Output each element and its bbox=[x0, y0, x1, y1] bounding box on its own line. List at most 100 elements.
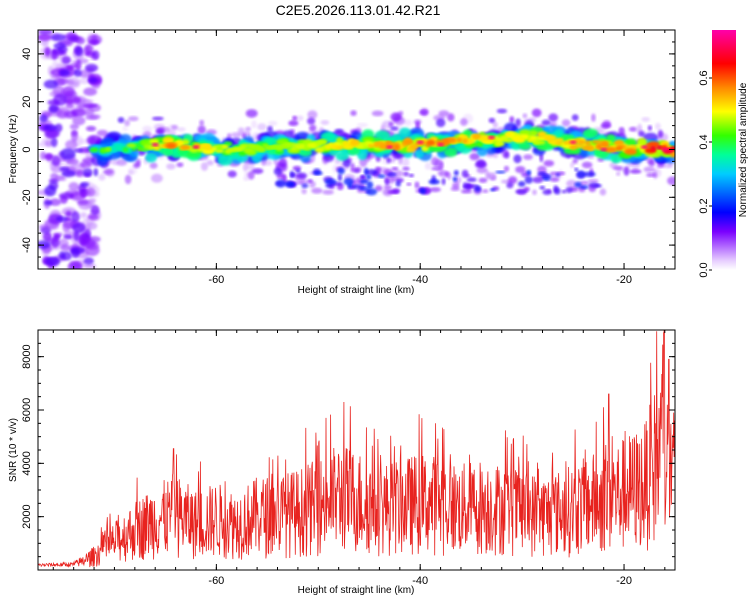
spectrogram-cell bbox=[75, 170, 84, 177]
spectrogram-cell bbox=[330, 144, 337, 150]
spectrogram-cell bbox=[54, 123, 63, 133]
x-tick-label: -60 bbox=[208, 575, 224, 587]
colorbar-tick-label: 0.4 bbox=[698, 134, 710, 149]
spectrogram-cell bbox=[365, 188, 378, 196]
spectrogram-cell bbox=[202, 147, 215, 155]
spectrogram-cell bbox=[322, 189, 334, 195]
spectrogram-cell bbox=[128, 169, 134, 175]
spectrogram-cell bbox=[335, 151, 349, 161]
spectrogram-cell bbox=[206, 160, 214, 166]
spectrogram-cell bbox=[124, 119, 131, 127]
spectrogram-cell bbox=[351, 184, 362, 189]
spectrogram-cell bbox=[50, 137, 58, 148]
spectrogram-cell bbox=[145, 152, 157, 163]
spectrogram-cell bbox=[403, 119, 413, 126]
spectrogram-cell bbox=[72, 96, 81, 104]
spectrogram-cell bbox=[105, 147, 112, 152]
spectrogram-cell bbox=[517, 181, 526, 187]
spectrogram-cell bbox=[247, 143, 255, 148]
spectrogram-cell bbox=[613, 139, 625, 146]
y-tick-label: 4000 bbox=[21, 451, 33, 475]
spectrogram-cell bbox=[90, 205, 100, 216]
spectrogram-cell bbox=[40, 227, 52, 234]
spectrogram-cell bbox=[591, 113, 596, 122]
spectrogram-cell bbox=[488, 117, 496, 124]
spectrogram-cell bbox=[532, 189, 537, 196]
spectrogram-cell bbox=[578, 139, 586, 145]
spectrogram-cell bbox=[556, 141, 562, 146]
spectrogram-cell bbox=[506, 182, 514, 189]
spectrogram-cell bbox=[83, 263, 97, 269]
spectrogram-cell bbox=[641, 117, 650, 122]
spectrogram-cell bbox=[102, 169, 114, 175]
spectrogram-cell bbox=[98, 173, 106, 181]
spectrogram-cell bbox=[176, 127, 186, 132]
spectrogram-cell bbox=[569, 162, 575, 169]
x-tick-label: -40 bbox=[412, 575, 428, 587]
spectrogram-cell bbox=[547, 139, 554, 143]
spectrogram-cell bbox=[128, 116, 139, 122]
spectrogram-cell bbox=[624, 148, 637, 155]
spectrogram-cell bbox=[600, 147, 608, 152]
spectrogram-cell bbox=[204, 145, 213, 151]
y-tick-label: 20 bbox=[21, 96, 33, 108]
spectrogram-cell bbox=[461, 169, 469, 178]
spectrogram-cell bbox=[72, 116, 86, 126]
spectrogram-cell bbox=[251, 120, 257, 129]
spectrogram-cell bbox=[363, 167, 369, 176]
spectrogram-cell bbox=[267, 125, 273, 132]
spectrogram-cell bbox=[311, 187, 323, 194]
spectrogram-cell bbox=[117, 117, 125, 123]
colorbar-label: Normalized spectral amplitude bbox=[738, 82, 749, 217]
spectrogram-cell bbox=[166, 143, 176, 149]
y-tick-label: 0 bbox=[21, 146, 33, 152]
x-tick-label: -40 bbox=[412, 274, 428, 286]
spectrogram-cell bbox=[278, 144, 287, 149]
spectrogram-cell bbox=[324, 178, 337, 185]
spectrogram-cell bbox=[416, 140, 424, 144]
spectrogram-cell bbox=[44, 46, 51, 57]
spectrogram-cell bbox=[539, 185, 546, 190]
spectrogram-cell bbox=[495, 138, 503, 142]
spectrogram-cell bbox=[296, 172, 308, 179]
spectrogram-cell bbox=[284, 180, 295, 188]
spectrogram-cell bbox=[296, 115, 304, 121]
spectrogram-cell bbox=[629, 169, 642, 174]
spectrogram-cell bbox=[542, 177, 551, 181]
spectrogram-cell bbox=[301, 183, 309, 188]
spectrogram-cell bbox=[434, 159, 444, 168]
spectrogram-cell bbox=[53, 42, 66, 50]
spectrogram-cell bbox=[513, 137, 526, 144]
spectrogram-cell bbox=[52, 85, 65, 97]
spectrogram-cell bbox=[526, 169, 532, 176]
snr-ticks: -60 -40 -20 2000 4000 6000 8000 bbox=[21, 329, 675, 587]
spectrogram-cell bbox=[386, 145, 394, 149]
spectrogram-cell bbox=[576, 170, 586, 179]
spectrogram-cell bbox=[549, 177, 560, 182]
spectrogram-cell bbox=[350, 110, 357, 116]
y-tick-label: -40 bbox=[21, 237, 33, 253]
spectrogram-cell bbox=[436, 118, 446, 128]
spectrogram-cell bbox=[51, 155, 61, 167]
spectrogram-cell bbox=[503, 165, 510, 172]
spectrogram-cell bbox=[383, 185, 392, 190]
spectrogram-cell bbox=[243, 176, 249, 181]
spectrogram-cell bbox=[166, 163, 176, 170]
spectrogram-cell bbox=[49, 198, 62, 206]
spectrogram-cell bbox=[75, 59, 82, 71]
spectrogram-cell bbox=[655, 148, 664, 154]
spectrogram-cell bbox=[583, 171, 596, 177]
spectrogram-cell bbox=[51, 165, 65, 174]
spectrogram-cell bbox=[192, 145, 200, 149]
spectrogram-cell bbox=[391, 167, 399, 171]
spectrogram-cell bbox=[349, 139, 358, 146]
spectrogram-cell bbox=[48, 105, 59, 113]
spectrogram-cell bbox=[461, 135, 469, 141]
spectrogram-cell bbox=[69, 123, 79, 130]
spectrogram-cell bbox=[292, 115, 298, 121]
spectrogram-cell bbox=[44, 153, 54, 160]
colorbar-ticks: 0.0 0.2 0.4 0.6 bbox=[698, 70, 712, 278]
spectrogram-cell bbox=[79, 161, 93, 168]
spectrogram-cell bbox=[87, 214, 99, 221]
spectrogram-cell bbox=[386, 157, 391, 164]
